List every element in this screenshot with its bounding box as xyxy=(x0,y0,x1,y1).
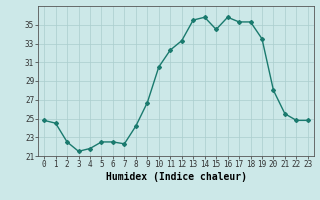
X-axis label: Humidex (Indice chaleur): Humidex (Indice chaleur) xyxy=(106,172,246,182)
